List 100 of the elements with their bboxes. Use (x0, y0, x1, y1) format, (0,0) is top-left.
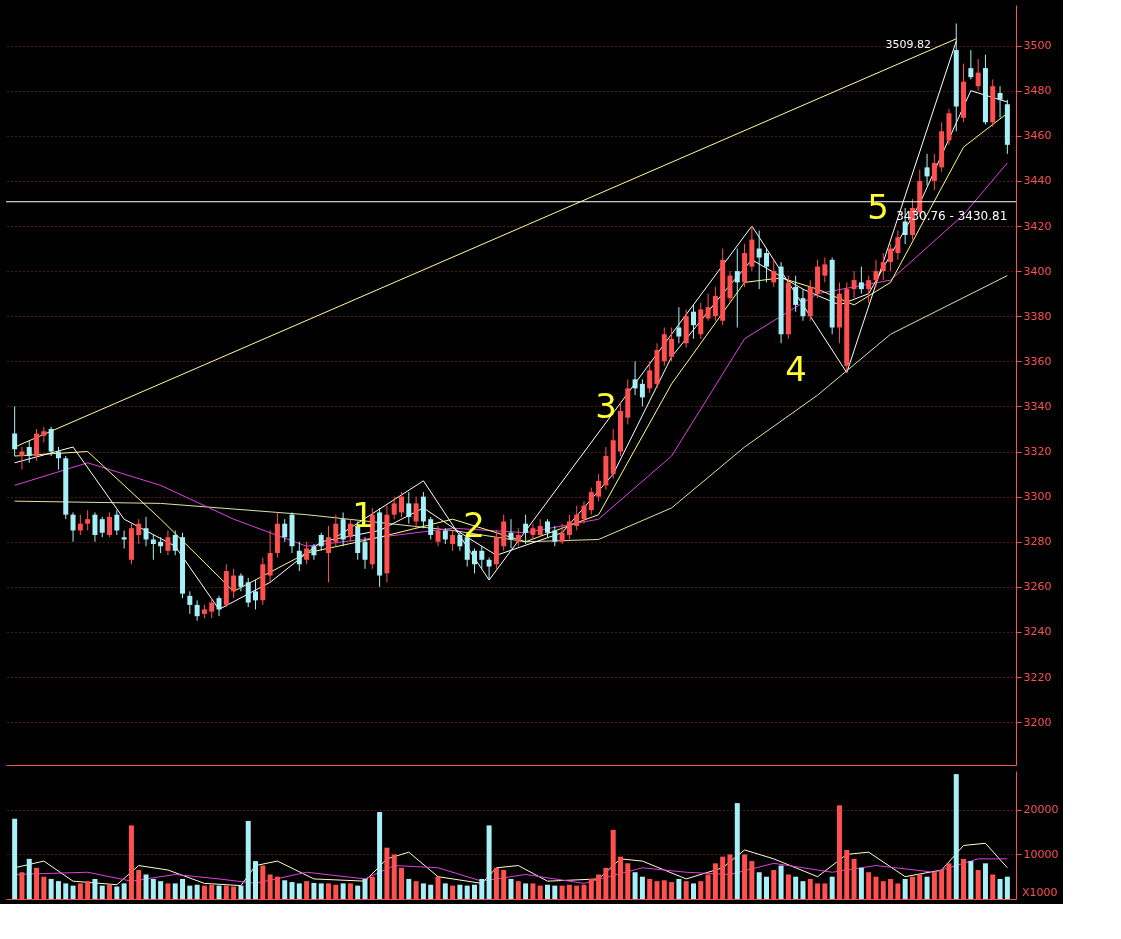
candlestick (121, 529, 127, 549)
bar (114, 886, 120, 899)
annotation: 3 (595, 386, 617, 426)
bar (318, 883, 324, 899)
bar (457, 884, 463, 899)
candlestick (399, 491, 405, 518)
bar (858, 867, 864, 899)
candlestick (150, 534, 156, 561)
candlestick (530, 523, 536, 540)
candlestick (333, 514, 339, 547)
bar (296, 883, 302, 899)
bar (282, 880, 288, 899)
candlestick (435, 525, 441, 547)
candlestick (588, 487, 594, 516)
y-tick-label: 3320 (1023, 445, 1052, 459)
annotation: 4 (785, 349, 807, 389)
annotation: 3509.82 (885, 38, 931, 51)
y-tick-label: 3380 (1023, 309, 1052, 323)
bar (552, 885, 558, 899)
candlestick (479, 545, 485, 570)
bar (150, 878, 156, 899)
candlestick (340, 511, 346, 547)
candlestick (187, 590, 193, 615)
bar (70, 885, 76, 899)
candlestick (428, 516, 434, 540)
candlestick (851, 270, 857, 299)
candlestick (267, 529, 273, 583)
candlestick (209, 597, 215, 619)
bar (194, 884, 200, 899)
candlestick (545, 518, 550, 538)
line-series (14, 842, 1008, 887)
y-tick-label: 20000 (1023, 803, 1059, 817)
candlestick (734, 248, 740, 328)
bar (158, 881, 164, 899)
candlestick (515, 527, 521, 547)
y-tick-label: 3300 (1023, 490, 1052, 504)
bar (442, 883, 448, 899)
bar (800, 881, 806, 899)
bar (420, 883, 426, 899)
bar (143, 874, 149, 899)
bar (180, 878, 186, 899)
candlestick (968, 49, 974, 80)
candlestick (858, 266, 864, 295)
bar (99, 885, 105, 899)
bar (216, 885, 222, 899)
candlestick (107, 511, 113, 538)
y-tick-label: 3200 (1023, 715, 1052, 729)
bar (486, 825, 492, 899)
bar (676, 878, 682, 899)
candlestick (26, 439, 32, 464)
candlestick (253, 579, 259, 610)
bar (545, 884, 550, 899)
candlestick (763, 248, 769, 283)
candlestick (756, 230, 762, 290)
y-tick-label: 3340 (1023, 399, 1052, 413)
candlestick (632, 360, 638, 396)
bar (289, 882, 295, 899)
candlestick (822, 257, 828, 283)
candlestick (647, 360, 653, 394)
candlestick (413, 496, 419, 529)
bar (362, 878, 368, 899)
candlestick (596, 473, 602, 502)
bar (793, 876, 799, 899)
bar (1004, 876, 1010, 899)
y-tick-label: 3400 (1023, 264, 1052, 278)
y-tick-label: 3240 (1023, 625, 1052, 639)
candlestick (70, 511, 76, 543)
candlestick (574, 505, 580, 531)
candlestick (216, 595, 222, 617)
candlestick (136, 518, 142, 545)
candlestick (793, 275, 799, 313)
candlestick (472, 548, 477, 574)
bar (763, 876, 769, 899)
candlestick (347, 518, 353, 543)
candlestick (92, 511, 98, 543)
bar (92, 878, 98, 899)
candlestick (888, 243, 894, 272)
bar (472, 884, 477, 899)
bar (632, 872, 638, 899)
candlestick (581, 500, 587, 525)
y-tick-label: 3360 (1023, 354, 1052, 368)
bar (829, 876, 835, 899)
candlestick (800, 288, 806, 322)
bar (982, 863, 988, 899)
candlestick (296, 541, 302, 572)
bar (26, 858, 32, 899)
line-series (14, 858, 1008, 884)
bar (902, 878, 908, 899)
y-tick-label: 3460 (1023, 129, 1052, 143)
bar (253, 861, 259, 899)
candlestick (362, 536, 368, 570)
candlestick (318, 532, 324, 552)
candlestick (924, 153, 930, 186)
candlestick (85, 509, 91, 531)
candlestick (34, 428, 40, 462)
candlestick (172, 529, 178, 556)
bar (12, 818, 18, 899)
bar (355, 885, 361, 899)
candlestick (880, 252, 886, 281)
candlestick (537, 518, 543, 538)
